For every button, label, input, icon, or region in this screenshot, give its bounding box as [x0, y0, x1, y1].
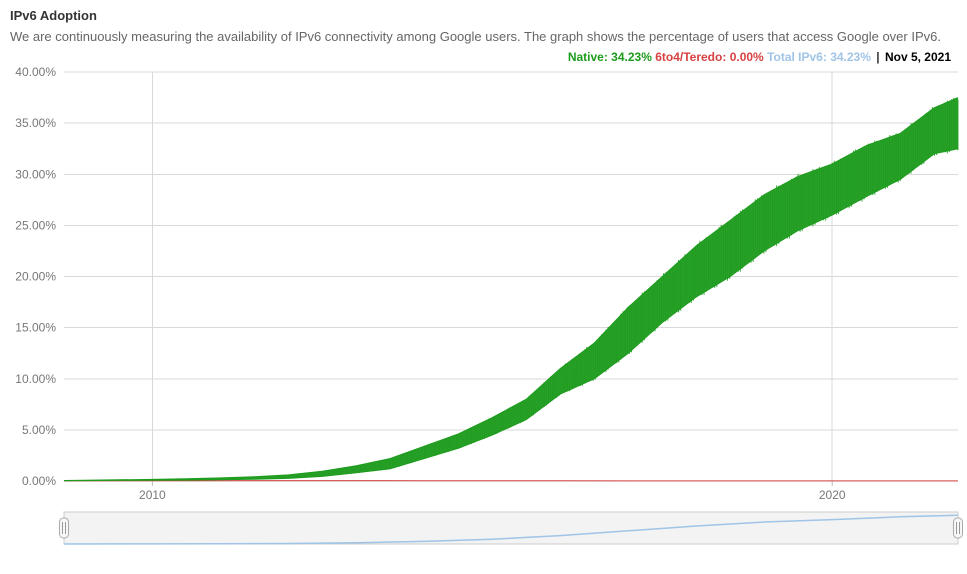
svg-text:20.00%: 20.00% [15, 270, 56, 284]
legend-native-label: Native: [568, 50, 608, 64]
svg-text:10.00%: 10.00% [15, 372, 56, 386]
svg-text:2020: 2020 [819, 488, 846, 502]
legend-teredo: 6to4/Teredo: 0.00% [655, 50, 767, 64]
chart-legend: Native: 34.23% 6to4/Teredo: 0.00% Total … [4, 50, 963, 64]
svg-text:30.00%: 30.00% [15, 167, 56, 181]
legend-teredo-label: 6to4/Teredo: [655, 50, 726, 64]
svg-text:0.00%: 0.00% [22, 474, 56, 488]
legend-native-value: 34.23% [611, 50, 652, 64]
legend-separator: | [874, 50, 881, 64]
legend-teredo-value: 0.00% [730, 50, 764, 64]
chart-svg: 0.00% 5.00% 10.00% 15.00% 20.00% 25.00% 30.00%… [4, 66, 963, 506]
legend-total-label: Total IPv6: [767, 50, 827, 64]
chart-area[interactable]: 0.00% 5.00% 10.00% 15.00% 20.00% 25.00% 30.00%… [4, 66, 963, 506]
legend-total-value: 34.23% [830, 50, 871, 64]
svg-text:15.00%: 15.00% [15, 321, 56, 335]
svg-text:5.00%: 5.00% [22, 423, 56, 437]
svg-text:40.00%: 40.00% [15, 66, 56, 79]
legend-native: Native: 34.23% [568, 50, 655, 64]
page-title: IPv6 Adoption [4, 8, 963, 23]
svg-text:2010: 2010 [139, 488, 166, 502]
range-svg [4, 506, 963, 548]
range-selector[interactable] [4, 506, 963, 548]
legend-total: Total IPv6: 34.23% [767, 50, 874, 64]
ipv6-adoption-panel: IPv6 Adoption We are continuously measur… [0, 0, 967, 552]
svg-text:25.00%: 25.00% [15, 218, 56, 232]
page-subtitle: We are continuously measuring the availa… [4, 29, 963, 44]
svg-text:35.00%: 35.00% [15, 116, 56, 130]
legend-date: Nov 5, 2021 [885, 50, 951, 64]
